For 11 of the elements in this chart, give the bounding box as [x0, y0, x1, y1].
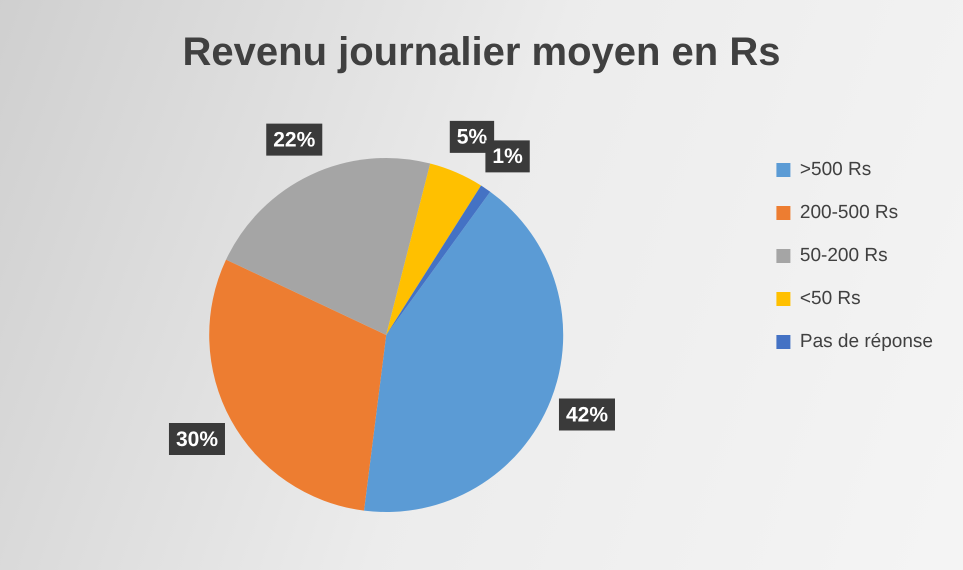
data-label: 30% — [176, 428, 218, 451]
data-label: 1% — [492, 145, 524, 168]
legend-label: 200-500 Rs — [800, 202, 898, 224]
legend-label: <50 Rs — [800, 288, 861, 310]
legend-label: Pas de réponse — [800, 331, 933, 352]
data-label: 42% — [566, 403, 608, 426]
legend-label: >500 Rs — [800, 159, 872, 180]
chart-title: Revenu journalier moyen en Rs — [182, 30, 780, 74]
legend-label: 50-200 Rs — [800, 245, 888, 266]
data-label: 22% — [273, 128, 316, 152]
data-label: 5% — [456, 126, 488, 149]
